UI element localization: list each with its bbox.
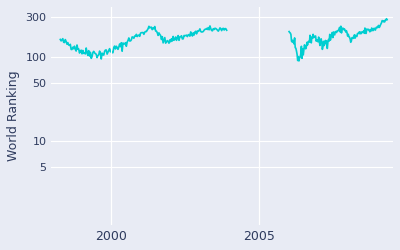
Y-axis label: World Ranking: World Ranking: [7, 71, 20, 162]
